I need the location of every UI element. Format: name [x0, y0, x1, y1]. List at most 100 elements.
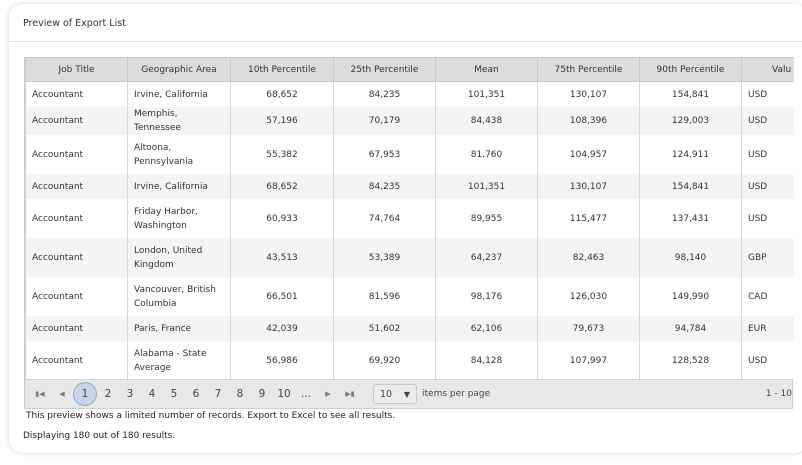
export-table: Job Title Geographic Area 10th Percentile 2…: [25, 57, 794, 379]
table-cell: 60,933: [230, 199, 334, 238]
pager: ▮◀ ◀ 1 2 3 4 5 6 7 8 9 10... ▶ ▶▮ 10 ▼ items per …: [24, 379, 793, 409]
table-cell: GBP: [741, 238, 794, 277]
table-cell: 94,784: [639, 316, 742, 341]
page-size-select[interactable]: 10 ▼: [373, 384, 417, 404]
table-cell: 84,235: [333, 174, 436, 199]
page-5-button[interactable]: 5: [170, 388, 178, 400]
column-header[interactable]: Mean: [435, 57, 538, 82]
table-cell: 53,389: [333, 238, 436, 277]
first-page-icon[interactable]: ▮◀: [35, 390, 45, 398]
table-cell: Memphis, Tennessee: [127, 107, 231, 135]
table-cell: 101,351: [435, 174, 538, 199]
table-cell: USD: [741, 81, 794, 107]
table-cell: 130,107: [537, 81, 640, 107]
page-2-button[interactable]: 2: [104, 388, 112, 400]
table-cell: London, United Kingdom: [127, 238, 231, 277]
table-cell: 43,513: [230, 238, 334, 277]
table-cell: 107,997: [537, 341, 640, 379]
next-page-icon[interactable]: ▶: [325, 390, 331, 398]
table-cell: 56,986: [230, 341, 334, 379]
table-header-row: Job Title Geographic Area 10th Percentile 2…: [25, 57, 794, 82]
page-9-button[interactable]: 9: [258, 388, 266, 400]
column-header[interactable]: 75th Percentile: [537, 57, 640, 82]
page-4-button[interactable]: 4: [148, 388, 156, 400]
more-pages-button[interactable]: ...: [300, 388, 311, 400]
table-cell: Altoona, Pennsylvania: [127, 135, 231, 174]
table-row: Accountant Friday Harbor, Washington 60,93…: [25, 199, 794, 238]
table-cell: 66,501: [230, 277, 334, 316]
table-cell: 129,003: [639, 107, 742, 135]
table-cell: 108,396: [537, 107, 640, 135]
table-cell: Accountant: [25, 277, 128, 316]
table-cell: USD: [741, 199, 794, 238]
table-row: Accountant London, United Kingdom 43,513 53…: [25, 238, 794, 277]
table-cell: Accountant: [25, 135, 128, 174]
table-cell: Accountant: [25, 316, 128, 341]
table-cell: 104,957: [537, 135, 640, 174]
table-cell: USD: [741, 341, 794, 379]
page-size-value: 10: [380, 388, 393, 400]
table-cell: 79,673: [537, 316, 640, 341]
result-count: Displaying 180 out of 180 results.: [23, 431, 176, 441]
table-cell: 55,382: [230, 135, 334, 174]
table-cell: 64,237: [435, 238, 538, 277]
table-cell: 154,841: [639, 81, 742, 107]
table-cell: 84,438: [435, 107, 538, 135]
table-cell: 130,107: [537, 174, 640, 199]
chevron-down-icon: ▼: [403, 389, 410, 399]
table-cell: Accountant: [25, 199, 128, 238]
page-10-button[interactable]: 10: [277, 388, 291, 400]
table-cell: Accountant: [25, 238, 128, 277]
page-7-button[interactable]: 7: [214, 388, 222, 400]
column-header[interactable]: 90th Percentile: [639, 57, 742, 82]
table-cell: Paris, France: [127, 316, 231, 341]
table-cell: Vancouver, British Columbia: [127, 277, 231, 316]
table-cell: 82,463: [537, 238, 640, 277]
column-header[interactable]: 25th Percentile: [333, 57, 436, 82]
column-header[interactable]: Valu: [741, 57, 794, 82]
table-cell: 62,106: [435, 316, 538, 341]
table-cell: 128,528: [639, 341, 742, 379]
table-row: Accountant Altoona, Pennsylvania 55,382 67,…: [25, 135, 794, 174]
table-cell: 154,841: [639, 174, 742, 199]
preview-note: This preview shows a limited number of r…: [26, 411, 396, 421]
page-numbers: 1 2 3 4 5 6 7 8 9 10...: [73, 382, 317, 406]
table-cell: 51,602: [333, 316, 436, 341]
table-cell: Alabama - State Average: [127, 341, 231, 379]
column-header[interactable]: Geographic Area: [127, 57, 231, 82]
page-8-button[interactable]: 8: [236, 388, 244, 400]
table-cell: Accountant: [25, 341, 128, 379]
page-3-button[interactable]: 3: [126, 388, 134, 400]
last-page-icon[interactable]: ▶▮: [345, 390, 355, 398]
table-cell: Accountant: [25, 107, 128, 135]
table-cell: Accountant: [25, 174, 128, 199]
page-6-button[interactable]: 6: [192, 388, 200, 400]
table-cell: 149,990: [639, 277, 742, 316]
table-cell: 42,039: [230, 316, 334, 341]
table-row: Accountant Alabama - State Average 56,986 6…: [25, 341, 794, 379]
table-container[interactable]: Job Title Geographic Area 10th Percentile 2…: [24, 57, 794, 379]
card-title: Preview of Export List: [23, 18, 126, 29]
table-cell: 67,953: [333, 135, 436, 174]
table-cell: USD: [741, 135, 794, 174]
column-header[interactable]: Job Title: [25, 57, 128, 82]
table-cell: Irvine, California: [127, 81, 231, 107]
table-cell: 74,764: [333, 199, 436, 238]
table-row: Accountant Irvine, California 68,652 84,235…: [25, 174, 794, 199]
table-cell: 84,235: [333, 81, 436, 107]
prev-page-icon[interactable]: ◀: [59, 390, 65, 398]
table-cell: Accountant: [25, 81, 128, 107]
page-1-button[interactable]: 1: [73, 382, 97, 406]
table-cell: 98,140: [639, 238, 742, 277]
table-cell: 57,196: [230, 107, 334, 135]
table-cell: 84,128: [435, 341, 538, 379]
items-per-page-label: items per page: [422, 389, 491, 399]
table-cell: 124,911: [639, 135, 742, 174]
table-cell: 68,652: [230, 81, 334, 107]
table-cell: 68,652: [230, 174, 334, 199]
export-preview-card: Preview of Export List Job Title Geograph…: [9, 4, 802, 453]
table-cell: 69,920: [333, 341, 436, 379]
column-header[interactable]: 10th Percentile: [230, 57, 334, 82]
table-cell: 81,596: [333, 277, 436, 316]
table-cell: 70,179: [333, 107, 436, 135]
